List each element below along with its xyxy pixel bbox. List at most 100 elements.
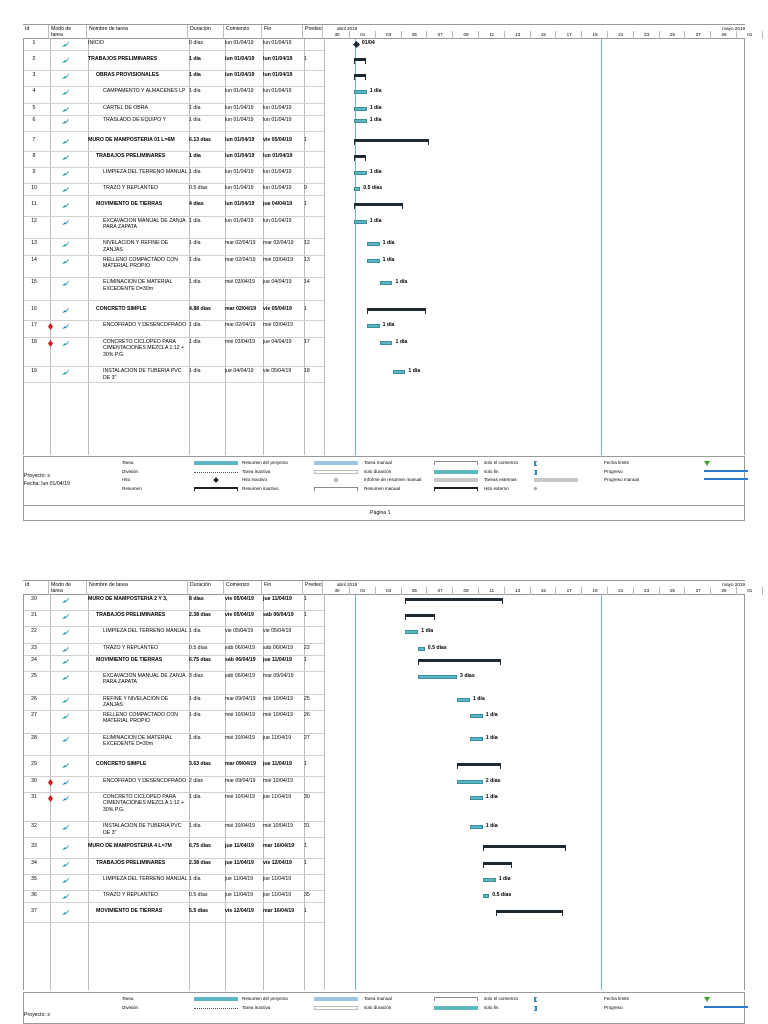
summary-bar[interactable]: [405, 598, 504, 604]
task-duration[interactable]: 1 día: [189, 368, 201, 374]
task-duration[interactable]: 0.5 días: [189, 644, 208, 651]
task-predecessors[interactable]: 9: [304, 185, 307, 192]
task-end[interactable]: jue 11/04/19: [263, 875, 292, 882]
task-end[interactable]: sáb 06/04/19: [263, 612, 294, 619]
task-predecessors[interactable]: 18: [304, 368, 310, 374]
task-start[interactable]: mié 10/04/19: [225, 793, 255, 800]
task-start[interactable]: lun 01/04/19: [225, 72, 255, 79]
task-end[interactable]: mar 02/04/19: [263, 240, 294, 247]
task-end[interactable]: mié 10/04/19: [263, 711, 293, 718]
task-duration[interactable]: 3 días: [189, 672, 204, 679]
task-end[interactable]: lun 01/04/19: [263, 116, 292, 123]
table-row[interactable]: 14 RELLENO COMPACTADO CON MATERIAL PROPIO…: [24, 256, 324, 279]
task-predecessors[interactable]: 1: [304, 596, 307, 602]
summary-bar[interactable]: [418, 658, 502, 665]
task-start[interactable]: vie 05/04/19: [225, 612, 254, 619]
task-bar[interactable]: [457, 697, 470, 702]
table-row[interactable]: 6 TRASLADO DE EQUIPO Y 1 día lun 01/04/19 lu…: [24, 116, 324, 132]
table-row[interactable]: 5 CARTEL DE OBRA 1 día lun 01/04/19 lun 01/0…: [24, 104, 324, 116]
task-duration[interactable]: 1 día: [189, 217, 201, 224]
task-name[interactable]: TRABAJOS PRELIMINARES: [88, 56, 158, 62]
task-start[interactable]: lun 01/04/19: [225, 153, 255, 159]
task-predecessors[interactable]: 25: [304, 695, 310, 702]
table-row[interactable]: 22 LIMPIEZA DEL TERRENO MANUAL 1 día vie 05…: [24, 627, 324, 644]
task-name[interactable]: TRAZO Y REPLANTEO: [103, 185, 159, 192]
summary-bar[interactable]: [353, 74, 367, 81]
task-start[interactable]: mar 09/04/19: [225, 777, 256, 784]
task-name[interactable]: MOVIMIENTO DE TIERRAS: [96, 656, 163, 663]
task-duration[interactable]: 1 día: [189, 104, 201, 111]
task-end[interactable]: vie 05/04/19: [263, 628, 292, 635]
task-name[interactable]: EXCAVACION MANUAL DE ZANJA PARA ZAPATA: [103, 672, 186, 686]
task-name[interactable]: TRAZO Y REPLANTEO: [103, 644, 159, 651]
task-duration[interactable]: 1 día: [189, 734, 201, 741]
task-bar[interactable]: [353, 171, 367, 176]
task-duration[interactable]: 1 día: [189, 56, 201, 62]
task-name[interactable]: CONCRETO SIMPLE: [96, 761, 147, 768]
table-row[interactable]: 36 TRAZO Y REPLANTEO 0.5 días jue 11/04/19 j…: [24, 891, 324, 903]
table-row[interactable]: 7 MURO DE MAMPOSTERIA 01 L=6M 6.13 días lun…: [24, 136, 324, 152]
task-predecessors[interactable]: 31: [304, 823, 310, 830]
task-start[interactable]: vie 05/04/19: [225, 596, 254, 602]
task-end[interactable]: lun 01/04/19: [263, 56, 293, 62]
task-name[interactable]: OBRAS PROVISIONALES: [96, 72, 159, 79]
task-name[interactable]: NIVELACION Y REFINE DE ZANJAS: [103, 240, 169, 253]
task-start[interactable]: lun 01/04/19: [225, 201, 255, 208]
task-duration[interactable]: 1 día: [189, 88, 201, 95]
task-predecessors[interactable]: 1: [304, 201, 307, 208]
task-end[interactable]: lun 01/04/19: [263, 217, 292, 224]
task-start[interactable]: mar 09/04/19: [225, 695, 256, 702]
task-duration[interactable]: 1 día: [189, 338, 201, 345]
task-end[interactable]: sáb 06/04/19: [263, 644, 293, 651]
table-row[interactable]: 24 MOVIMIENTO DE TIERRAS 6.75 días sáb 06/0…: [24, 656, 324, 672]
task-name[interactable]: MURO DE MAMPOSTERIA 4 L=7M: [88, 843, 172, 850]
task-name[interactable]: RELLENO COMPACTADO CON MATERIAL PROPIO: [103, 256, 179, 270]
task-bar[interactable]: [353, 90, 367, 95]
table-row[interactable]: 2 TRABAJOS PRELIMINARES 1 día lun 01/04/19 l…: [24, 55, 324, 72]
task-bar[interactable]: [405, 630, 419, 635]
task-end[interactable]: jue 11/04/19: [263, 892, 292, 898]
task-start[interactable]: mié 03/04/19: [225, 338, 255, 345]
task-end[interactable]: jue 04/04/19: [263, 201, 293, 208]
task-bar[interactable]: [469, 825, 483, 830]
task-name[interactable]: INSTALACION DE TUBERIA PVC DE 3'': [103, 368, 182, 381]
task-predecessors[interactable]: 35: [304, 892, 310, 898]
task-start[interactable]: mar 09/04/19: [225, 761, 257, 768]
task-duration[interactable]: 2.38 días: [189, 612, 211, 619]
task-duration[interactable]: 1 día: [189, 695, 201, 702]
table-row[interactable]: 30 ENCOFRADO Y DESENCOFRADO 2 días mar 09/0…: [24, 777, 324, 793]
task-end[interactable]: lun 01/04/19: [263, 40, 292, 46]
task-duration[interactable]: 5.5 días: [189, 908, 209, 914]
table-row[interactable]: 1 INICIO 0 días lun 01/04/19 lun 01/04/19: [24, 39, 324, 51]
task-end[interactable]: jue 11/04/19: [263, 656, 292, 663]
task-duration[interactable]: 1 día: [189, 256, 201, 263]
table-row[interactable]: 27 RELLENO COMPACTADO CON MATERIAL PROPIO…: [24, 711, 324, 734]
task-predecessors[interactable]: 27: [304, 734, 310, 741]
task-duration[interactable]: 1 día: [189, 116, 201, 123]
task-start[interactable]: mié 03/04/19: [225, 279, 255, 286]
task-duration[interactable]: 0.5 días: [189, 892, 208, 898]
task-end[interactable]: vie 05/04/19: [263, 136, 292, 143]
task-start[interactable]: mié 10/04/19: [225, 734, 255, 741]
task-duration[interactable]: 1 día: [189, 711, 201, 718]
task-end[interactable]: mié 10/04/19: [263, 695, 293, 702]
table-row[interactable]: 13 NIVELACION Y REFINE DE ZANJAS 1 día mar …: [24, 239, 324, 256]
task-duration[interactable]: 1 día: [189, 875, 201, 882]
task-end[interactable]: jue 11/04/19: [263, 734, 292, 741]
task-bar[interactable]: [418, 674, 457, 679]
task-end[interactable]: lun 01/04/19: [263, 88, 292, 95]
summary-bar[interactable]: [366, 308, 427, 315]
task-start[interactable]: mar 02/04/19: [225, 322, 256, 329]
task-name[interactable]: LIMPIEZA DEL TERRENO MANUAL: [103, 875, 188, 882]
summary-bar[interactable]: [353, 203, 403, 210]
task-start[interactable]: lun 01/04/19: [225, 217, 254, 224]
task-end[interactable]: lun 01/04/19: [263, 153, 293, 159]
task-duration[interactable]: 1 día: [189, 169, 201, 176]
task-end[interactable]: lun 01/04/19: [263, 104, 292, 111]
task-end[interactable]: mié 03/04/19: [263, 322, 293, 329]
task-start[interactable]: lun 01/04/19: [225, 56, 255, 62]
task-name[interactable]: TRABAJOS PRELIMINARES: [96, 859, 166, 866]
task-start[interactable]: mié 10/04/19: [225, 711, 255, 718]
table-row[interactable]: 34 TRABAJOS PRELIMINARES 2.38 días jue 11/0…: [24, 859, 324, 875]
table-row[interactable]: 9 LIMPIEZA DEL TERRENO MANUAL 1 día lun 01/…: [24, 168, 324, 185]
